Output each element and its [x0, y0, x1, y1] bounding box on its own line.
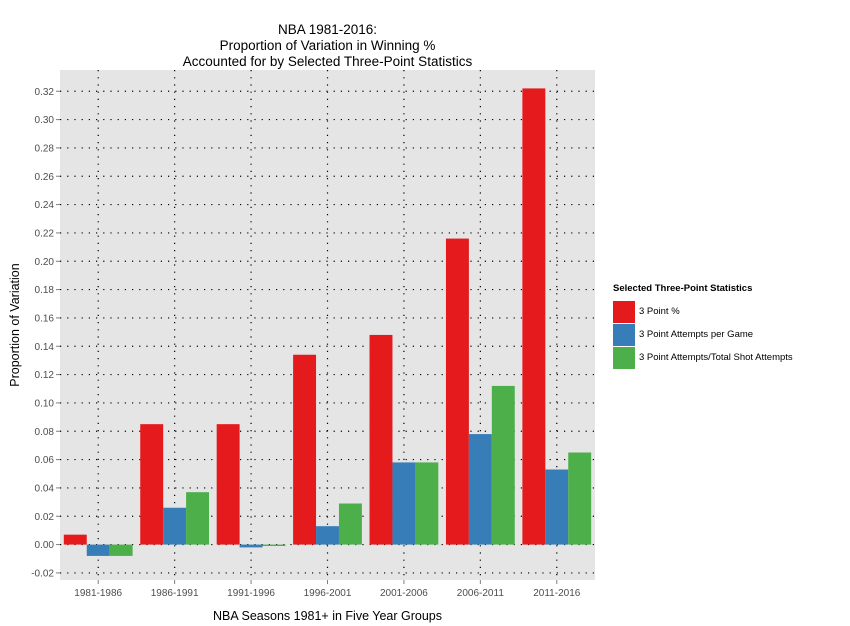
- x-tick-label: 1981-1986: [74, 588, 122, 599]
- chart-title-line-2: Proportion of Variation in Winning %: [219, 38, 436, 53]
- y-tick-label: 0.30: [35, 115, 55, 126]
- y-tick-label: 0.00: [35, 540, 55, 551]
- legend-label: 3 Point Attempts/Total Shot Attempts: [639, 352, 793, 363]
- bar: [338, 503, 362, 545]
- y-tick-label: 0.26: [35, 172, 55, 183]
- legend-label: 3 Point Attempts per Game: [639, 329, 754, 340]
- bar: [445, 238, 469, 545]
- legend: Selected Three-Point Statistics 3 Point …: [613, 283, 843, 369]
- bar: [316, 526, 339, 545]
- x-tick-label: 2006-2011: [457, 588, 505, 599]
- x-tick-label: 2011-2016: [533, 588, 581, 599]
- y-tick-label: 0.02: [35, 512, 55, 523]
- legend-item-3pt-pct: 3 Point %: [613, 300, 843, 323]
- y-tick-label: 0.32: [35, 87, 55, 98]
- y-tick-label: 0.16: [35, 313, 55, 324]
- bar: [369, 334, 393, 545]
- x-tick-label: 2001-2006: [380, 588, 428, 599]
- legend-swatch: [613, 300, 635, 323]
- y-tick-label: 0.04: [35, 483, 55, 494]
- x-tick-label: 1996-2001: [304, 588, 352, 599]
- x-axis-title: NBA Seasons 1981+ in Five Year Groups: [213, 609, 442, 623]
- bar: [163, 507, 187, 545]
- y-tick-label: 0.14: [35, 342, 55, 353]
- bars: [63, 88, 592, 556]
- bar: [63, 534, 87, 545]
- bar: [568, 452, 592, 545]
- y-tick-label: 0.20: [35, 257, 55, 268]
- bar: [468, 434, 492, 545]
- y-tick-label: -0.02: [31, 568, 54, 579]
- chart-title-line-3: Accounted for by Selected Three-Point St…: [182, 54, 473, 69]
- y-tick-label: 0.18: [35, 285, 55, 296]
- y-tick-label: 0.06: [35, 455, 55, 466]
- bar: [522, 88, 546, 545]
- legend-swatch: [613, 346, 635, 369]
- bar: [262, 544, 286, 546]
- bar: [109, 544, 133, 556]
- bar: [239, 544, 263, 548]
- bar: [392, 462, 416, 545]
- chart-title-line-1: NBA 1981-2016:: [277, 22, 378, 37]
- bar: [293, 354, 317, 545]
- bar: [140, 424, 164, 545]
- bar: [491, 385, 515, 545]
- y-tick-label: 0.08: [35, 427, 55, 438]
- y-tick-label: 0.28: [35, 143, 55, 154]
- legend-item-3pt-attempts: 3 Point Attempts per Game: [613, 323, 843, 346]
- legend-label: 3 Point %: [639, 306, 680, 317]
- bar: [415, 462, 439, 545]
- legend-item-3pt-ratio: 3 Point Attempts/Total Shot Attempts: [613, 346, 843, 369]
- x-tick-label: 1991-1996: [227, 588, 275, 599]
- y-tick-label: 0.24: [35, 200, 55, 211]
- bar: [545, 469, 569, 545]
- y-tick-label: 0.12: [35, 370, 55, 381]
- bar: [186, 492, 210, 545]
- bar: [86, 544, 110, 556]
- legend-title: Selected Three-Point Statistics: [613, 283, 753, 294]
- y-tick-label: 0.22: [35, 228, 55, 239]
- y-axis-title: Proportion of Variation: [8, 263, 22, 387]
- legend-swatch: [613, 323, 635, 346]
- bar: [216, 424, 240, 545]
- y-tick-label: 0.10: [35, 398, 55, 409]
- axes: -0.02 0.00 0.02 0.04 0.06 0.08 0.10 0.12 0.14 0.1…: [31, 87, 581, 599]
- x-tick-label: 1986-1991: [151, 588, 199, 599]
